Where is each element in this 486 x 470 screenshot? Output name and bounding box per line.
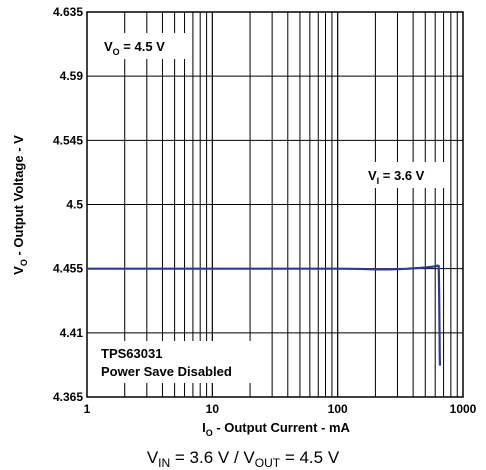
y-tick-label: 4.365 bbox=[53, 390, 83, 404]
x-tick-label: 10 bbox=[206, 402, 220, 416]
annotation-vo: VO = 4.5 V bbox=[104, 39, 165, 57]
annotation-vi: VI = 3.6 V bbox=[368, 168, 425, 186]
x-axis-label: IO - Output Current - mA bbox=[202, 420, 350, 438]
y-tick-label: 4.41 bbox=[60, 326, 84, 340]
x-tick-label: 1 bbox=[84, 402, 91, 416]
caption: VIN = 3.6 V / VOUT = 4.5 V bbox=[147, 448, 340, 470]
annotation-device-box: TPS63031 Power Save Disabled bbox=[98, 341, 266, 383]
y-tick-label: 4.5 bbox=[66, 198, 83, 212]
annotation-vi-box: VI = 3.6 V bbox=[362, 162, 448, 188]
annotation-device-line2: Power Save Disabled bbox=[101, 364, 232, 379]
y-tick-label: 4.635 bbox=[53, 5, 83, 19]
y-tick-label: 4.59 bbox=[60, 69, 84, 83]
y-tick-label: 4.545 bbox=[53, 133, 83, 147]
plot-frame bbox=[86, 11, 464, 398]
annotation-vo-box: VO = 4.5 V bbox=[98, 33, 186, 59]
annotation-device-line1: TPS63031 bbox=[101, 346, 162, 361]
y-tick-label: 4.455 bbox=[53, 262, 83, 276]
x-tick-label: 1000 bbox=[450, 402, 477, 416]
grid bbox=[87, 12, 463, 397]
y-axis-label: VO - Output Voltage - V bbox=[11, 135, 29, 275]
tick-labels: 1 10 100 1000 4.635 4.59 4.545 4.5 4.455 4.41 4.36… bbox=[53, 5, 477, 416]
x-tick-label: 100 bbox=[328, 402, 348, 416]
series-line bbox=[87, 264, 442, 366]
